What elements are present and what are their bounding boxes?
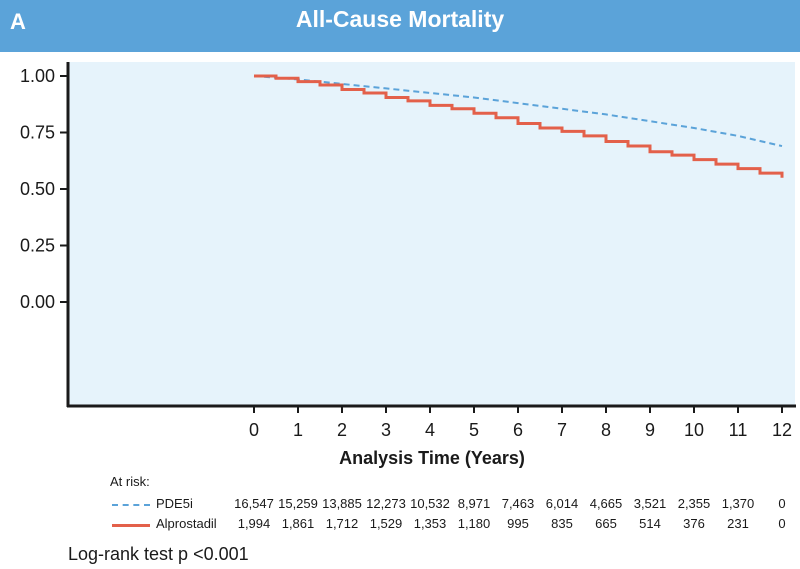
- y-tick-label: 0.25: [20, 236, 55, 256]
- at-risk-value: 7,463: [501, 496, 535, 511]
- at-risk-value: 665: [595, 516, 617, 531]
- x-tick-label: 10: [684, 420, 704, 440]
- x-tick-label: 7: [557, 420, 567, 440]
- at-risk-value: 0: [778, 516, 786, 531]
- x-ticks: 0 1 2 3 4 5 6 7 8 9 10 11 12: [249, 406, 792, 440]
- y-ticks: 1.00 0.75 0.50 0.25 0.00: [20, 66, 68, 312]
- at-risk-value: 15,259: [278, 496, 318, 511]
- at-risk-label: At risk:: [110, 474, 150, 489]
- at-risk-value: 514: [639, 516, 661, 531]
- y-tick-label: 0.50: [20, 179, 55, 199]
- y-tick-label: 0.00: [20, 292, 55, 312]
- at-risk-value: 1,861: [281, 516, 315, 531]
- at-risk-value: 3,521: [633, 496, 667, 511]
- y-tick-label: 1.00: [20, 66, 55, 86]
- at-risk-value: 12,273: [366, 496, 406, 511]
- x-tick-label: 5: [469, 420, 479, 440]
- chart-title: All-Cause Mortality: [295, 6, 505, 32]
- at-risk-value: 2,355: [677, 496, 711, 511]
- x-tick-label: 8: [601, 420, 611, 440]
- panel-letter: A: [10, 9, 26, 34]
- chart-header: A All-Cause Mortality: [0, 0, 800, 52]
- series-layer: [253, 74, 784, 178]
- log-rank-note: Log-rank test p <0.001: [68, 544, 249, 564]
- y-tick-label: 0.75: [20, 123, 55, 143]
- at-risk-value: 231: [727, 516, 749, 531]
- x-tick-label: 11: [729, 420, 748, 440]
- x-tick-label: 3: [381, 420, 391, 440]
- at-risk-value: 6,014: [545, 496, 579, 511]
- alprostadil-legend-swatch: [112, 524, 150, 527]
- x-tick-label: 6: [513, 420, 523, 440]
- x-tick-label: 1: [293, 420, 303, 440]
- plot-background: [69, 62, 795, 406]
- x-tick-label: 12: [772, 420, 792, 440]
- at-risk-row-alprostadil: Alprostadil 1,994 1,861 1,712 1,529 1,353 1,1…: [0, 516, 800, 534]
- at-risk-value: 1,994: [237, 516, 271, 531]
- at-risk-value: 13,885: [322, 496, 362, 511]
- at-risk-value: 1,180: [457, 516, 491, 531]
- at-risk-value: 1,529: [369, 516, 403, 531]
- x-tick-label: 4: [425, 420, 435, 440]
- at-risk-value: 995: [507, 516, 529, 531]
- at-risk-name: PDE5i: [156, 496, 193, 511]
- at-risk-value: 16,547: [234, 496, 274, 511]
- x-tick-label: 0: [249, 420, 259, 440]
- at-risk-name: Alprostadil: [156, 516, 217, 531]
- series-line-alprostadil: [254, 74, 784, 178]
- at-risk-value: 835: [551, 516, 573, 531]
- x-axis-label: Analysis Time (Years): [339, 448, 525, 468]
- series-line-pde5i: [253, 75, 783, 148]
- at-risk-row-pde5i: PDE5i 16,547 15,259 13,885 12,273 10,532 8,97…: [0, 496, 800, 514]
- at-risk-value: 1,712: [325, 516, 359, 531]
- at-risk-value: 1,353: [413, 516, 447, 531]
- at-risk-value: 10,532: [410, 496, 450, 511]
- at-risk-value: 0: [778, 496, 786, 511]
- at-risk-value: 8,971: [457, 496, 491, 511]
- km-chart: 1.000.750.500.250.00 0 1 2 3 4 5 6 7 8 9 10 11 12 An…: [20, 62, 796, 468]
- x-tick-label: 2: [337, 420, 347, 440]
- at-risk-value: 1,370: [721, 496, 755, 511]
- pde5i-legend-swatch: [112, 504, 150, 506]
- at-risk-value: 4,665: [589, 496, 623, 511]
- x-tick-label: 9: [645, 420, 655, 440]
- at-risk-value: 376: [683, 516, 705, 531]
